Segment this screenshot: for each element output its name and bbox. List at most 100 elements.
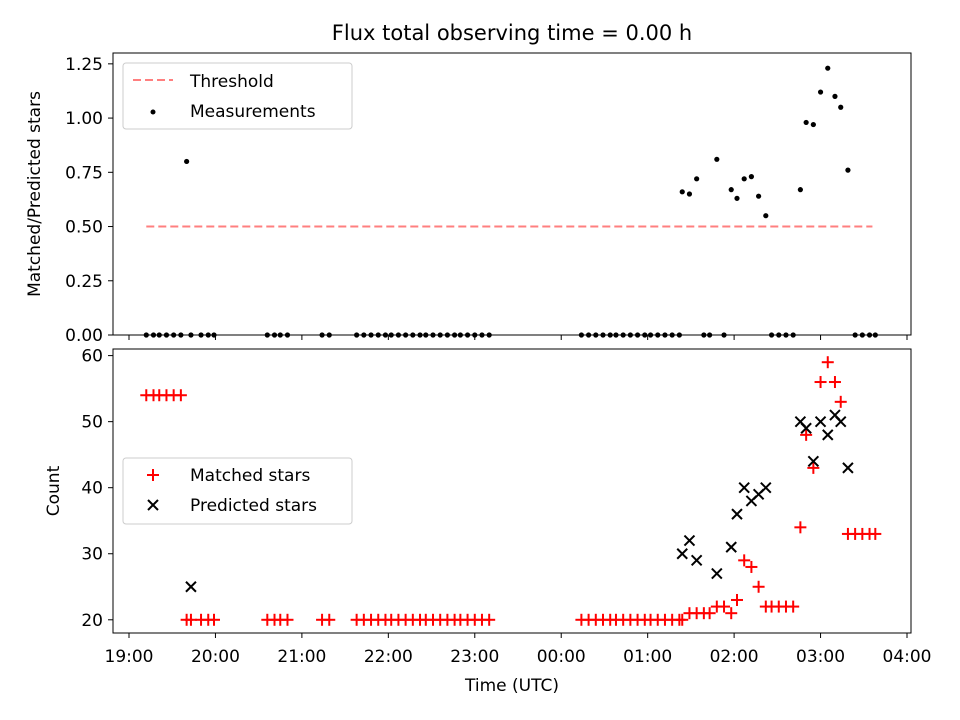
measurement-point — [600, 332, 606, 338]
measurement-point — [647, 332, 654, 338]
predicted-star-point — [738, 481, 750, 494]
top-y-tick-label: 0.00 — [65, 326, 103, 346]
measurement-point — [171, 332, 177, 338]
measurement-point — [748, 174, 755, 180]
matched-star-point — [821, 356, 834, 369]
x-tick-label: 00:00 — [537, 647, 586, 667]
chart-title: Flux total observing time = 0.00 h — [332, 21, 692, 45]
x-tick-label: 20:00 — [191, 647, 240, 667]
measurement-point — [375, 332, 381, 338]
predicted-star-point — [725, 541, 737, 553]
matched-star-point — [208, 613, 221, 626]
measurement-point — [178, 332, 184, 338]
measurement-point — [642, 332, 648, 338]
matched-star-point — [752, 580, 765, 593]
predicted-star-point — [835, 415, 847, 428]
measurement-point — [721, 332, 727, 338]
predicted-star-point — [822, 429, 834, 441]
measurement-point — [198, 332, 204, 338]
measurement-point — [686, 191, 693, 197]
matched-star-point — [323, 613, 336, 626]
measurement-point — [319, 332, 325, 338]
measurement-point — [768, 332, 775, 338]
measurement-point — [472, 332, 478, 338]
predicted-star-point — [676, 548, 688, 560]
predicted-legend-swatch — [147, 499, 159, 511]
measurement-point — [444, 332, 451, 338]
measurement-point — [817, 89, 824, 95]
measurement-point — [410, 332, 416, 338]
x-tick-label: 22:00 — [364, 647, 413, 667]
predicted-star-point — [731, 508, 743, 520]
measurement-point — [694, 176, 700, 182]
top-legend: Threshold Measurements — [122, 62, 353, 130]
top-axes-frame — [112, 52, 912, 336]
measurement-point — [763, 213, 769, 219]
measurement-point — [832, 93, 838, 99]
legend-threshold-label: Threshold — [189, 72, 274, 92]
measurement-point — [714, 156, 720, 162]
bottom-x-ticks: 19:00 20:00 21:00 22:00 23:00 00:00 01:00 02:00… — [105, 633, 932, 667]
measurement-point — [143, 332, 149, 338]
measurement-point — [655, 332, 661, 338]
measurement-point — [803, 119, 809, 126]
top-y-axis-label: Matched/Predicted stars — [25, 91, 45, 297]
matched-star-point — [800, 428, 813, 441]
measurement-point — [457, 332, 463, 338]
predicted-star-point — [814, 415, 827, 428]
top-legend-box — [122, 62, 353, 130]
matched-star-point — [281, 613, 294, 626]
measurement-point — [354, 332, 360, 338]
top-y-tick-label: 0.50 — [65, 218, 103, 238]
bottom-y-axis-label: Count — [44, 465, 64, 516]
bottom-y-tick-label: 60 — [81, 347, 103, 367]
measurement-point — [361, 332, 367, 338]
matched-star-point — [730, 593, 743, 606]
bottom-y-tick-label: 50 — [81, 413, 103, 433]
measurement-point — [593, 332, 599, 338]
measurement-point — [479, 332, 485, 338]
measurement-point — [797, 187, 803, 193]
measurement-point — [701, 332, 707, 338]
measurement-point — [284, 332, 291, 338]
matched-star-point — [184, 613, 197, 626]
measurement-point — [403, 332, 409, 338]
x-tick-label: 02:00 — [710, 647, 759, 667]
matched-star-point — [869, 527, 882, 540]
matched-star-point — [676, 613, 689, 626]
measurement-point — [184, 158, 190, 165]
measurement-point — [662, 332, 668, 338]
predicted-star-point — [690, 554, 703, 567]
measurement-point — [613, 332, 619, 338]
matched-star-point — [483, 613, 496, 626]
matched-star-point — [828, 376, 841, 389]
predicted-star-point — [842, 462, 854, 474]
matched-star-point — [703, 607, 716, 620]
bottom-axes-frame — [112, 348, 912, 634]
top-y-ticks: 0.00 0.25 0.50 0.75 1.00 1.25 — [65, 55, 113, 346]
bottom-y-tick-label: 20 — [81, 611, 103, 631]
predicted-star-point — [800, 422, 812, 434]
measurement-point — [388, 332, 394, 338]
bottom-y-ticks: 20 30 40 50 60 — [81, 347, 113, 631]
measurement-point — [825, 65, 831, 71]
top-panel: 0.00 0.25 0.50 0.75 1.00 1.25 Matched/Predict… — [25, 52, 912, 346]
measurement-point — [585, 332, 592, 338]
predicted-star-point — [760, 481, 772, 494]
measurement-point — [163, 332, 170, 338]
measurement-point — [634, 332, 641, 338]
measurement-point — [707, 332, 713, 338]
x-tick-label: 04:00 — [883, 647, 932, 667]
predicted-star-point — [683, 534, 696, 547]
measurement-point — [776, 332, 782, 338]
measurement-point — [150, 332, 157, 338]
measurement-point — [872, 332, 878, 338]
matched-star-point — [745, 560, 758, 573]
measurement-point — [845, 167, 851, 173]
measurement-point — [205, 332, 211, 338]
measurement-point — [437, 332, 443, 338]
matched-star-point — [718, 600, 731, 613]
x-tick-label: 19:00 — [105, 647, 154, 667]
measurement-point — [734, 195, 740, 201]
